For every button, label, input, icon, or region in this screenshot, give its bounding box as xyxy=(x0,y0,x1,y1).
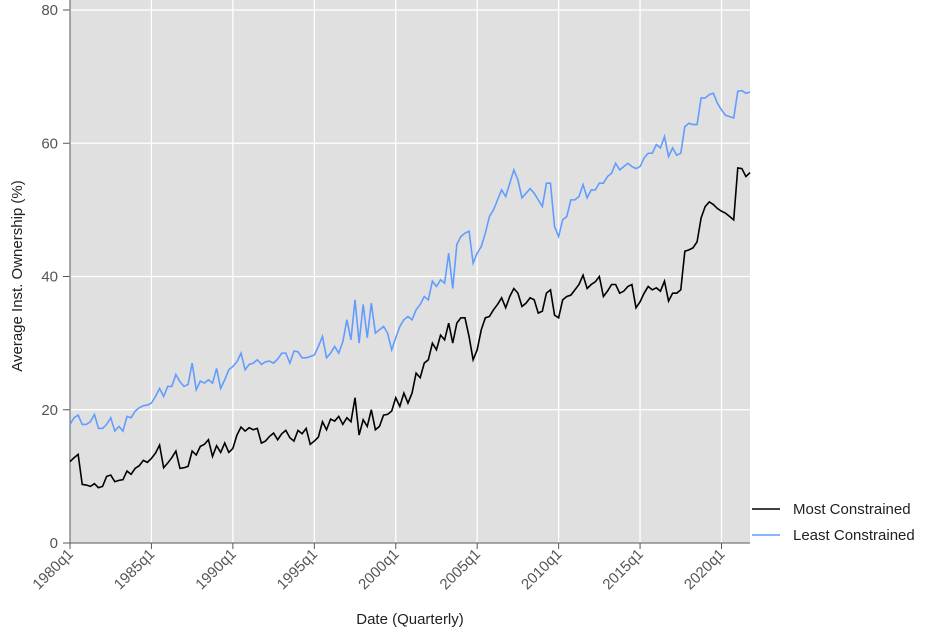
y-tick-label: 40 xyxy=(41,269,58,286)
series-line xyxy=(69,166,751,489)
y-tick-label: 0 xyxy=(50,535,58,552)
y-axis-title: Average Inst. Ownership (%) xyxy=(9,180,26,371)
series-line xyxy=(69,89,751,433)
x-tick-label: 1990q1 xyxy=(192,546,239,593)
x-tick-label: 2000q1 xyxy=(355,546,402,593)
y-tick-label: 60 xyxy=(41,135,58,152)
legend-label: Most Constrained xyxy=(793,501,911,518)
legend-label: Least Constrained xyxy=(793,527,915,544)
x-tick-label: 1995q1 xyxy=(274,546,321,593)
x-tick-label: 1985q1 xyxy=(111,546,158,593)
x-tick-label: 1980q1 xyxy=(29,546,76,593)
plot-background xyxy=(70,0,750,543)
y-tick-label: 20 xyxy=(41,402,58,419)
y-tick-label: 80 xyxy=(41,2,58,19)
x-axis-title: Date (Quarterly) xyxy=(356,611,464,628)
x-tick-label: 2015q1 xyxy=(599,546,646,593)
x-tick-label: 2020q1 xyxy=(681,546,728,593)
x-tick-label: 2010q1 xyxy=(518,546,565,593)
x-tick-label: 2005q1 xyxy=(437,546,484,593)
